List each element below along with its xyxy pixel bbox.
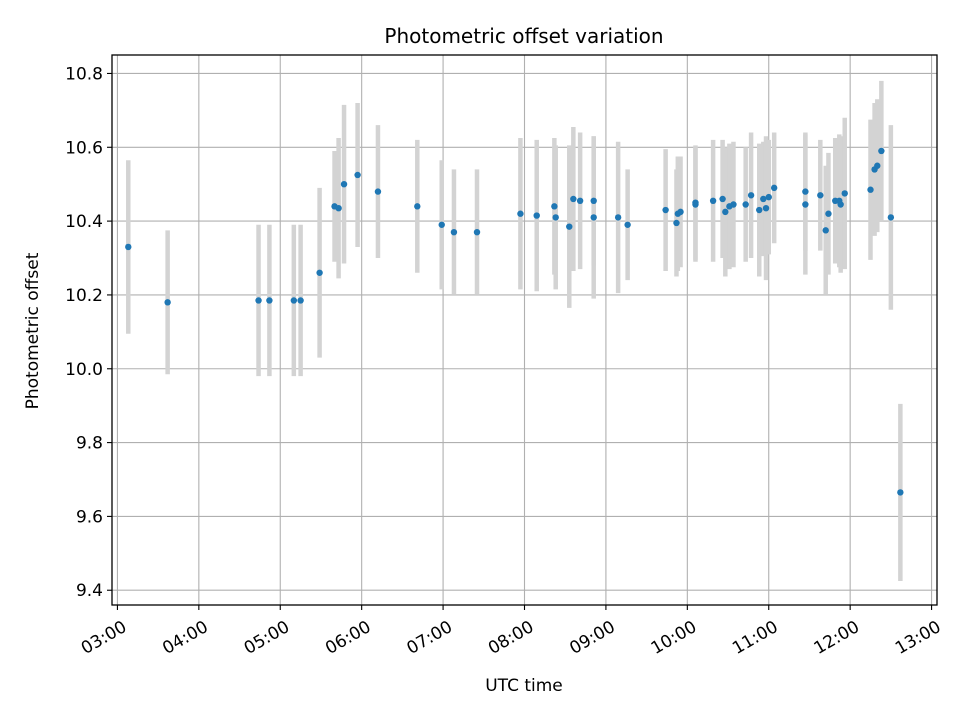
data-point: [590, 197, 597, 205]
data-point: [552, 214, 559, 221]
data-point: [837, 201, 844, 208]
data-point: [765, 193, 772, 201]
data-point: [817, 192, 824, 199]
data-point: [266, 297, 273, 304]
data-point: [802, 188, 809, 195]
data-point: [760, 195, 767, 203]
data-points: [125, 147, 904, 496]
data-point: [517, 210, 524, 217]
data-point: [822, 227, 829, 234]
data-point: [692, 199, 699, 206]
y-axis-ticks: 9.4 9.6 9.8 10.0 10.2 10.4 10.6 10.8: [65, 64, 112, 601]
data-point: [719, 195, 726, 203]
data-point: [414, 203, 421, 210]
data-point: [354, 171, 361, 179]
y-tick-label: 10.8: [65, 64, 103, 84]
data-point: [164, 299, 171, 306]
data-point: [878, 147, 885, 155]
data-point: [874, 162, 881, 169]
data-point: [297, 297, 304, 304]
data-point: [551, 203, 558, 210]
data-point: [374, 188, 382, 195]
data-point: [841, 190, 848, 197]
data-point: [802, 201, 809, 208]
data-point: [316, 269, 323, 276]
data-point: [624, 221, 631, 228]
y-tick-label: 10.2: [65, 286, 103, 306]
y-tick-label: 9.6: [76, 507, 103, 527]
y-axis-label: Photometric offset: [23, 252, 43, 409]
data-point: [770, 184, 778, 192]
chart-title: Photometric offset variation: [384, 24, 663, 48]
x-axis-label: UTC time: [485, 676, 563, 696]
data-point: [125, 243, 132, 251]
data-point: [762, 204, 770, 212]
data-point: [340, 180, 348, 188]
data-point: [756, 206, 763, 214]
data-point: [747, 192, 755, 199]
data-point: [897, 489, 904, 496]
data-point: [867, 186, 874, 193]
data-point: [255, 297, 262, 304]
y-tick-label: 9.4: [76, 581, 103, 601]
data-point: [473, 228, 481, 236]
data-point: [576, 197, 584, 205]
data-point: [825, 210, 832, 217]
y-tick-label: 10.4: [65, 212, 103, 232]
y-tick-label: 10.0: [65, 360, 103, 380]
data-point: [673, 219, 680, 227]
data-point: [290, 297, 298, 304]
data-point: [709, 197, 717, 205]
data-point: [887, 214, 895, 221]
y-tick-label: 9.8: [76, 434, 103, 454]
data-point: [450, 228, 458, 236]
data-point: [614, 214, 622, 221]
data-point: [570, 195, 577, 203]
y-tick-label: 10.6: [65, 138, 103, 158]
data-point: [335, 204, 342, 212]
data-point: [662, 206, 669, 214]
data-point: [590, 214, 597, 221]
grid: [112, 55, 937, 605]
data-point: [730, 201, 737, 208]
data-point: [677, 208, 684, 216]
data-point: [533, 212, 540, 219]
data-point: [742, 201, 749, 208]
data-point: [722, 208, 729, 216]
data-point: [438, 221, 445, 228]
data-point: [566, 223, 573, 230]
